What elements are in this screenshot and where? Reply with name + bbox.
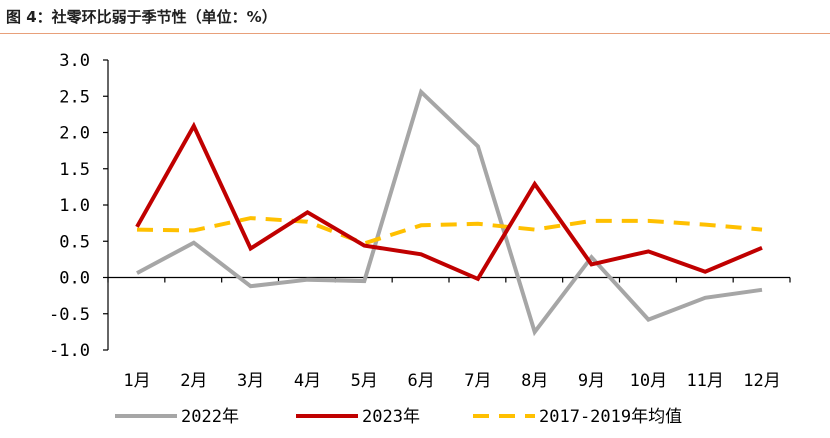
y-tick-label: -0.5: [49, 305, 90, 325]
legend: 2022年 2023年 2017-2019年均值: [115, 407, 682, 427]
y-tick-label: 3.0: [59, 51, 90, 71]
series-line-2: [136, 216, 763, 246]
x-tick-label: 4月: [294, 371, 321, 391]
line-chart: 3.0 2.5 2.0 1.5 1.0 0.5 0.0 -0.5 -1.0 1月 2月 3月 4月 5月…: [49, 51, 791, 427]
legend-item-0: 2022年: [115, 407, 239, 427]
x-tick-label: 1月: [123, 371, 150, 391]
x-tick-label: 11月: [686, 371, 723, 391]
x-tick-label: 3月: [237, 371, 264, 391]
x-tick-label: 8月: [521, 371, 548, 391]
x-axis: 1月 2月 3月 4月 5月 6月 7月 8月 9月 10月 11月 12月: [107, 276, 791, 391]
x-tick-label: 2月: [180, 371, 207, 391]
y-tick-label: 0.0: [59, 269, 90, 289]
y-tick-label: 2.0: [59, 124, 90, 144]
y-tick-label: -1.0: [49, 341, 90, 361]
series-line-1: [135, 121, 763, 282]
y-axis: 3.0 2.5 2.0 1.5 1.0 0.5 0.0 -0.5 -1.0: [49, 51, 109, 361]
x-tick-label: 9月: [578, 371, 605, 391]
x-tick-label: 10月: [630, 371, 667, 391]
y-tick-label: 1.5: [59, 160, 90, 180]
x-tick-label: 12月: [743, 371, 780, 391]
title-divider: [0, 33, 830, 34]
figure-header: 图 4：社零环比弱于季节性（单位：%）: [0, 0, 830, 34]
legend-item-1: 2023年: [296, 407, 420, 427]
series-layer: [135, 88, 763, 337]
y-tick-label: 2.5: [59, 87, 90, 107]
figure-title: 图 4：社零环比弱于季节性（单位：%）: [6, 8, 277, 26]
series-line-0: [136, 88, 763, 337]
x-tick-label: 6月: [407, 371, 434, 391]
legend-label: 2017-2019年均值: [539, 407, 682, 427]
legend-label: 2023年: [362, 407, 420, 427]
legend-label: 2022年: [181, 407, 239, 427]
y-tick-label: 0.5: [59, 232, 90, 252]
y-tick-label: 1.0: [59, 196, 90, 216]
x-tick-label: 5月: [351, 371, 378, 391]
x-tick-label: 7月: [464, 371, 491, 391]
legend-item-2: 2017-2019年均值: [473, 407, 682, 427]
